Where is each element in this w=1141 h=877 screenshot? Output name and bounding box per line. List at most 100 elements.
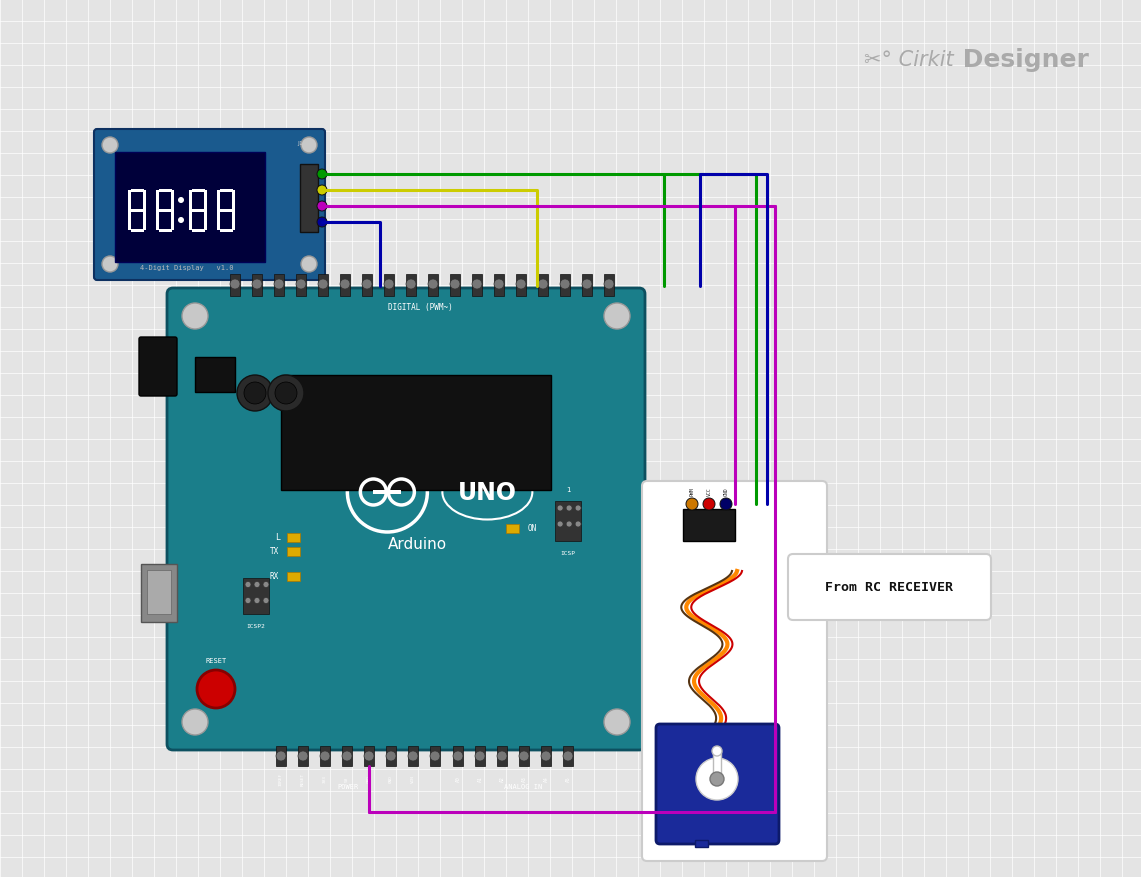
Text: A2: A2: [500, 775, 504, 781]
Bar: [131, 230, 144, 232]
Bar: [450, 275, 460, 296]
Text: POWER: POWER: [338, 783, 358, 789]
Text: A4: A4: [543, 775, 549, 781]
Bar: [230, 275, 240, 296]
Circle shape: [604, 709, 630, 735]
Bar: [556, 502, 581, 541]
Text: ✂° Cirkit: ✂° Cirkit: [864, 50, 954, 69]
Bar: [683, 510, 735, 541]
Bar: [220, 230, 233, 232]
Circle shape: [318, 280, 327, 289]
Bar: [220, 189, 233, 193]
Text: 3V3: 3V3: [323, 774, 327, 782]
Text: Arduino: Arduino: [388, 537, 447, 552]
Circle shape: [364, 751, 374, 761]
Circle shape: [386, 751, 396, 761]
Circle shape: [703, 498, 715, 510]
FancyBboxPatch shape: [656, 724, 779, 844]
Circle shape: [362, 280, 372, 289]
Bar: [192, 210, 205, 213]
Text: A5: A5: [566, 775, 570, 781]
Bar: [472, 275, 482, 296]
Circle shape: [178, 217, 184, 224]
Circle shape: [340, 280, 350, 289]
Bar: [171, 191, 173, 210]
Bar: [288, 572, 300, 581]
Circle shape: [557, 505, 564, 511]
Bar: [296, 275, 306, 296]
Circle shape: [575, 505, 581, 511]
Bar: [192, 189, 205, 193]
Bar: [362, 275, 372, 296]
Bar: [428, 275, 438, 296]
Circle shape: [296, 280, 306, 289]
Text: A1: A1: [477, 775, 483, 781]
Circle shape: [696, 758, 738, 800]
Bar: [430, 746, 440, 766]
Text: RX: RX: [269, 571, 278, 581]
Circle shape: [254, 581, 260, 588]
Text: VIN: VIN: [411, 774, 415, 782]
Circle shape: [301, 257, 317, 273]
Text: ICSP: ICSP: [560, 551, 575, 556]
Text: A3: A3: [521, 775, 526, 781]
Bar: [563, 746, 573, 766]
Circle shape: [453, 751, 463, 761]
Bar: [604, 275, 614, 296]
Bar: [582, 275, 592, 296]
Circle shape: [494, 280, 504, 289]
Bar: [453, 746, 463, 766]
Bar: [128, 191, 131, 210]
Circle shape: [102, 257, 118, 273]
Circle shape: [268, 375, 304, 411]
Bar: [156, 191, 159, 210]
Circle shape: [276, 751, 286, 761]
Circle shape: [475, 751, 485, 761]
Circle shape: [183, 709, 208, 735]
Bar: [300, 165, 318, 232]
Text: GND: GND: [367, 774, 371, 782]
Text: 5V: 5V: [345, 775, 349, 781]
Text: IOREF: IOREF: [280, 772, 283, 785]
Circle shape: [262, 581, 269, 588]
Bar: [252, 275, 262, 296]
Bar: [143, 191, 146, 210]
Text: UNO: UNO: [458, 481, 517, 504]
FancyBboxPatch shape: [167, 289, 645, 750]
Bar: [141, 565, 177, 623]
Bar: [560, 275, 570, 296]
Bar: [516, 275, 526, 296]
Circle shape: [472, 280, 482, 289]
Text: TX: TX: [269, 546, 278, 555]
Circle shape: [686, 498, 698, 510]
Bar: [539, 275, 548, 296]
Text: 4-Digit Display   v1.0: 4-Digit Display v1.0: [140, 265, 234, 271]
Bar: [159, 189, 172, 193]
Bar: [408, 746, 418, 766]
Bar: [243, 578, 269, 614]
Circle shape: [519, 751, 529, 761]
Circle shape: [720, 498, 733, 510]
Bar: [204, 191, 207, 210]
Circle shape: [557, 522, 564, 527]
Circle shape: [274, 280, 284, 289]
Bar: [276, 746, 286, 766]
FancyBboxPatch shape: [139, 338, 177, 396]
Circle shape: [575, 522, 581, 527]
Circle shape: [245, 581, 251, 588]
Circle shape: [604, 303, 630, 330]
Circle shape: [317, 202, 327, 211]
Circle shape: [237, 375, 273, 411]
Circle shape: [497, 751, 507, 761]
Circle shape: [178, 198, 184, 203]
Bar: [507, 524, 519, 533]
Bar: [159, 230, 172, 232]
Circle shape: [197, 670, 235, 709]
Text: RESET: RESET: [301, 772, 305, 785]
Circle shape: [245, 598, 251, 603]
Bar: [217, 191, 220, 210]
Text: From RC RECEIVER: From RC RECEIVER: [825, 581, 953, 594]
Text: ICSP2: ICSP2: [246, 624, 266, 628]
Circle shape: [430, 751, 440, 761]
Text: J1: J1: [297, 140, 302, 146]
